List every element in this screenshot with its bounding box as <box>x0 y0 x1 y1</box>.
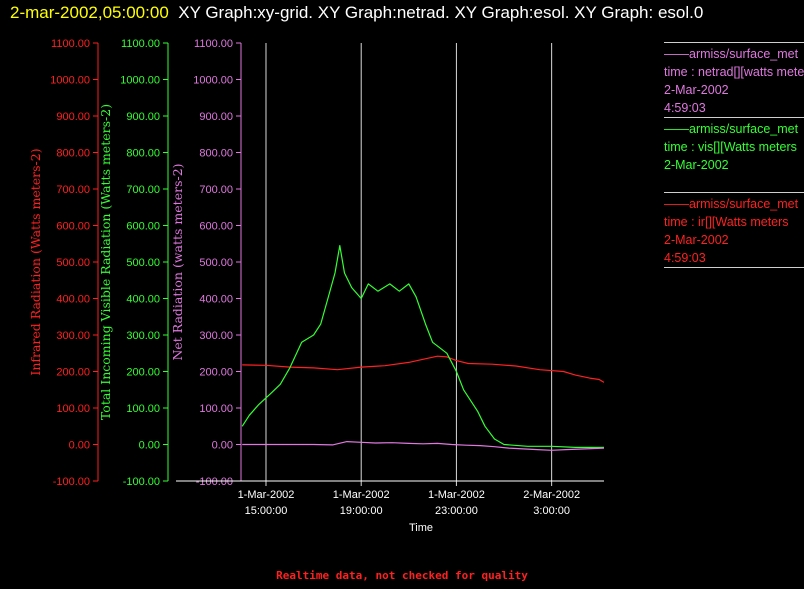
y-tick-label: 400.00 <box>126 294 160 306</box>
y-tick-label: 1000.00 <box>50 75 90 87</box>
y-tick-label: 100.00 <box>199 403 233 415</box>
y-tick-label: 300.00 <box>56 330 90 342</box>
y-tick-label: 700.00 <box>56 184 90 196</box>
y-axis-label-ir: Infrared Radiation (Watts meters-2) <box>28 148 43 375</box>
graph-title: 2-mar-2002,05:00:00 XY Graph:xy-grid. XY… <box>10 2 800 23</box>
legend-text: time : ir[][Watts meters <box>664 215 789 229</box>
quality-footnote: Realtime data, not checked for quality <box>276 569 528 582</box>
legend-text: time : vis[][Watts meters <box>664 140 797 154</box>
y-tick-label: 900.00 <box>199 111 233 123</box>
y-tick-label: 300.00 <box>199 330 233 342</box>
y-tick-label: 1000.00 <box>120 75 160 87</box>
legend-text: time : netrad[][watts meters <box>664 65 804 79</box>
y-tick-label: 1000.00 <box>193 75 233 87</box>
y-tick-label: 700.00 <box>199 184 233 196</box>
y-tick-label: 900.00 <box>56 111 90 123</box>
x-axis-label: Time <box>409 522 433 534</box>
y-tick-label: 300.00 <box>126 330 160 342</box>
series-line-net <box>242 441 605 451</box>
y-tick-label: 200.00 <box>199 367 233 379</box>
legend-text: ——armiss/surface_met <box>664 122 799 136</box>
timestamp: 2-mar-2002,05:00:00 <box>10 3 169 22</box>
legend-text: 2-Mar-2002 <box>664 83 729 97</box>
series-line-vis <box>241 245 604 448</box>
y-tick-label: 800.00 <box>199 148 233 160</box>
y-tick-label: 200.00 <box>126 367 160 379</box>
legend-text: 2-Mar-2002 <box>664 233 729 247</box>
graph-names: XY Graph:xy-grid. XY Graph:netrad. XY Gr… <box>178 3 704 22</box>
legend-text: ——armiss/surface_met <box>664 197 799 211</box>
x-tick-label: 1-Mar-2002 <box>333 489 390 501</box>
y-tick-label: 0.00 <box>69 440 90 452</box>
legend-text: 2-Mar-2002 <box>664 158 729 172</box>
y-axis-label-vis: Total Incoming Visible Radiation (Watts … <box>98 104 113 420</box>
x-tick-label: 19:00:00 <box>340 505 383 517</box>
y-tick-label: 400.00 <box>56 294 90 306</box>
legend-divider <box>664 267 804 268</box>
y-tick-label: 600.00 <box>199 221 233 233</box>
y-tick-label: 800.00 <box>126 148 160 160</box>
y-tick-label: -100.00 <box>196 476 233 488</box>
x-tick-label: 23:00:00 <box>435 505 478 517</box>
y-axis-label-net: Net Radiation (watts meters-2) <box>170 163 185 360</box>
legend-text: ——armiss/surface_met <box>664 47 799 61</box>
y-tick-label: 900.00 <box>126 111 160 123</box>
y-tick-label: 200.00 <box>56 367 90 379</box>
legend-text: 4:59:03 <box>664 251 706 265</box>
y-tick-label: 0.00 <box>212 440 233 452</box>
y-tick-label: 0.00 <box>139 440 160 452</box>
legend-text: 4:59:03 <box>664 101 706 115</box>
y-tick-label: 500.00 <box>199 257 233 269</box>
y-tick-label: 500.00 <box>126 257 160 269</box>
y-tick-label: -100.00 <box>53 476 90 488</box>
y-tick-label: 800.00 <box>56 148 90 160</box>
x-tick-label: 3:00:00 <box>533 505 570 517</box>
y-tick-label: 400.00 <box>199 294 233 306</box>
y-tick-label: 600.00 <box>56 221 90 233</box>
y-tick-label: -100.00 <box>123 476 160 488</box>
series-line-ir <box>242 355 605 383</box>
y-tick-label: 600.00 <box>126 221 160 233</box>
y-tick-label: 1100.00 <box>121 38 160 50</box>
y-tick-label: 500.00 <box>56 257 90 269</box>
y-tick-label: 1100.00 <box>51 38 90 50</box>
x-tick-label: 2-Mar-2002 <box>523 489 580 501</box>
y-tick-label: 1100.00 <box>194 38 233 50</box>
x-tick-label: 1-Mar-2002 <box>428 489 485 501</box>
y-tick-label: 100.00 <box>126 403 160 415</box>
x-tick-label: 1-Mar-2002 <box>238 489 295 501</box>
x-tick-label: 15:00:00 <box>245 505 288 517</box>
y-tick-label: 100.00 <box>56 403 90 415</box>
y-tick-label: 700.00 <box>126 184 160 196</box>
